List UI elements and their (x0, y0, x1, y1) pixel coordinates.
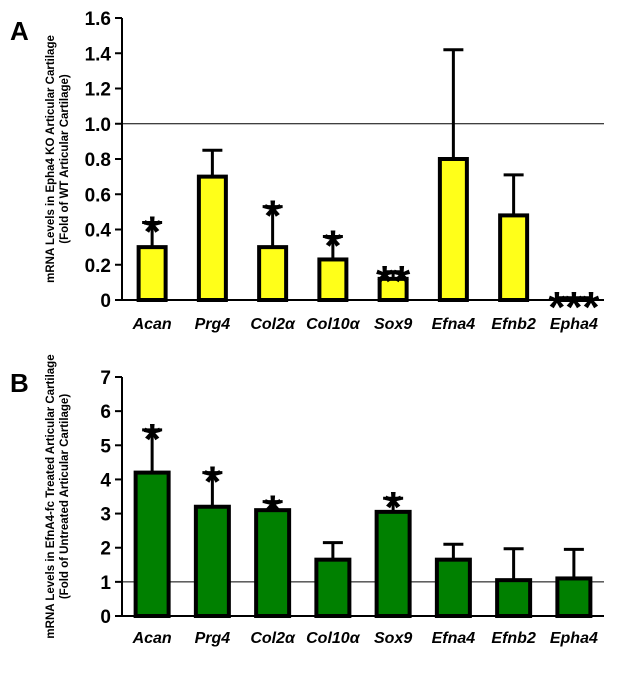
y-axis-title-line: (Fold of Untreated Articular Cartilage) (59, 394, 71, 599)
y-tick-label: 0.4 (85, 221, 112, 242)
y-tick-label: 7 (100, 368, 111, 389)
bar (498, 213, 530, 302)
y-tick-label: 0.8 (85, 150, 111, 171)
category-label: Efna4 (432, 630, 476, 647)
bar (374, 509, 412, 618)
category-label: Col2α (250, 630, 296, 647)
category-label: Col10α (306, 316, 361, 333)
significance-marker: * (144, 207, 162, 256)
category-label: Epha4 (550, 316, 598, 333)
category-label: Acan (132, 630, 172, 647)
bar (257, 245, 289, 302)
significance-marker: *** (548, 283, 600, 332)
category-label: Sox9 (374, 630, 412, 647)
y-tick-label: 0.6 (85, 185, 111, 206)
y-tick-label: 1.2 (85, 80, 111, 101)
significance-marker: * (324, 222, 342, 271)
bar (133, 470, 171, 618)
y-tick-label: 1.6 (85, 9, 111, 30)
bar (196, 174, 228, 302)
bar (314, 557, 352, 619)
y-axis-title-line: mRNA Levels in EfnA4-fc Treated Articula… (45, 354, 57, 638)
category-label: Epha4 (550, 630, 598, 647)
significance-marker: * (264, 487, 282, 536)
y-tick-label: 3 (100, 505, 111, 526)
y-axis-title-line: (Fold of WT Articular Cartilage) (59, 74, 71, 244)
y-axis-title-line: mRNA Levels in Epha4 KO Articular Cartil… (45, 35, 57, 283)
bar (495, 578, 533, 619)
y-tick-label: 1.4 (85, 44, 112, 65)
significance-marker: * (385, 483, 403, 532)
panel-letter: B (10, 368, 29, 398)
category-label: Acan (132, 316, 172, 333)
y-tick-label: 2 (100, 539, 111, 560)
significance-marker: ** (376, 257, 411, 306)
y-tick-label: 0 (100, 607, 111, 628)
bar (193, 504, 231, 618)
category-label: Prg4 (195, 630, 231, 647)
category-label: Col2α (250, 316, 296, 333)
bar (437, 157, 469, 302)
category-label: Sox9 (374, 316, 412, 333)
significance-marker: * (144, 415, 162, 464)
panel-letter: A (10, 16, 29, 46)
category-label: Efna4 (432, 316, 476, 333)
y-tick-label: 1 (100, 573, 111, 594)
bar (434, 557, 472, 619)
y-tick-label: 6 (100, 402, 111, 423)
category-label: Efnb2 (491, 316, 536, 333)
category-label: Efnb2 (491, 630, 536, 647)
y-tick-label: 1.0 (85, 115, 111, 136)
y-tick-label: 0 (100, 291, 111, 312)
bar (555, 576, 593, 619)
significance-marker: * (204, 458, 222, 507)
category-label: Prg4 (195, 316, 231, 333)
significance-marker: * (264, 192, 282, 241)
y-tick-label: 5 (100, 436, 111, 457)
category-label: Col10α (306, 630, 361, 647)
y-tick-label: 0.2 (85, 256, 111, 277)
y-tick-label: 4 (100, 470, 111, 491)
